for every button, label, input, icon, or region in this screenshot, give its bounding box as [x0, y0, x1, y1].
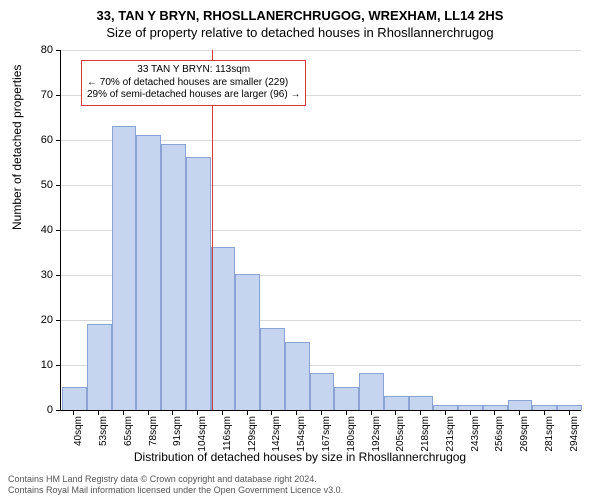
bar: [211, 247, 236, 410]
x-tick-mark: [569, 410, 570, 415]
x-tick-mark: [247, 410, 248, 415]
x-tick-mark: [494, 410, 495, 415]
y-tick-mark: [56, 185, 61, 186]
x-tick-mark: [544, 410, 545, 415]
x-tick-mark: [470, 410, 471, 415]
y-tick-label: 50: [23, 179, 53, 191]
x-tick-mark: [123, 410, 124, 415]
footer-line-2: Contains Royal Mail information licensed…: [8, 485, 343, 496]
x-tick-mark: [371, 410, 372, 415]
title-line-2: Size of property relative to detached ho…: [0, 25, 600, 42]
x-tick-mark: [73, 410, 74, 415]
x-tick-mark: [346, 410, 347, 415]
y-tick-mark: [56, 275, 61, 276]
bar: [285, 342, 310, 411]
chart-area: 0102030405060708040sqm53sqm65sqm78sqm91s…: [60, 50, 580, 410]
y-tick-mark: [56, 365, 61, 366]
y-tick-mark: [56, 410, 61, 411]
bar: [136, 135, 161, 411]
bar: [186, 157, 211, 410]
y-tick-label: 80: [23, 44, 53, 56]
y-tick-label: 60: [23, 134, 53, 146]
annotation-line: 29% of semi-detached houses are larger (…: [87, 89, 300, 102]
x-tick-mark: [321, 410, 322, 415]
y-tick-label: 40: [23, 224, 53, 236]
x-tick-mark: [98, 410, 99, 415]
x-tick-mark: [395, 410, 396, 415]
title-line-1: 33, TAN Y BRYN, RHOSLLANERCHRUGOG, WREXH…: [0, 8, 600, 25]
x-tick-mark: [519, 410, 520, 415]
gridline: [61, 50, 581, 51]
x-tick-mark: [197, 410, 198, 415]
bar: [62, 387, 87, 411]
x-tick-mark: [296, 410, 297, 415]
y-tick-mark: [56, 50, 61, 51]
bar: [260, 328, 285, 410]
bar: [384, 396, 409, 411]
bar: [310, 373, 335, 410]
bar: [334, 387, 359, 411]
figure-container: 33, TAN Y BRYN, RHOSLLANERCHRUGOG, WREXH…: [0, 0, 600, 500]
x-tick-mark: [148, 410, 149, 415]
annotation-line: 33 TAN Y BRYN: 113sqm: [87, 64, 300, 77]
plot-region: 0102030405060708040sqm53sqm65sqm78sqm91s…: [60, 50, 581, 411]
x-axis-label: Distribution of detached houses by size …: [0, 450, 600, 464]
title-block: 33, TAN Y BRYN, RHOSLLANERCHRUGOG, WREXH…: [0, 0, 600, 42]
bar: [235, 274, 260, 410]
y-tick-mark: [56, 140, 61, 141]
x-tick-mark: [420, 410, 421, 415]
y-tick-label: 30: [23, 269, 53, 281]
x-tick-mark: [271, 410, 272, 415]
annotation-line: ← 70% of detached houses are smaller (22…: [87, 77, 300, 90]
x-tick-mark: [222, 410, 223, 415]
y-tick-label: 20: [23, 314, 53, 326]
annotation-box: 33 TAN Y BRYN: 113sqm← 70% of detached h…: [81, 60, 306, 106]
bar: [359, 373, 384, 410]
x-tick-mark: [172, 410, 173, 415]
x-tick-mark: [445, 410, 446, 415]
bar: [508, 400, 533, 410]
bar: [112, 126, 137, 411]
y-tick-label: 70: [23, 89, 53, 101]
y-tick-mark: [56, 230, 61, 231]
footer-attribution: Contains HM Land Registry data © Crown c…: [8, 474, 343, 496]
y-tick-label: 10: [23, 359, 53, 371]
y-tick-mark: [56, 95, 61, 96]
y-axis-label: Number of detached properties: [10, 65, 24, 230]
bar: [161, 144, 186, 411]
y-tick-mark: [56, 320, 61, 321]
footer-line-1: Contains HM Land Registry data © Crown c…: [8, 474, 343, 485]
bar: [87, 324, 112, 411]
y-tick-label: 0: [23, 404, 53, 416]
bar: [409, 396, 434, 411]
